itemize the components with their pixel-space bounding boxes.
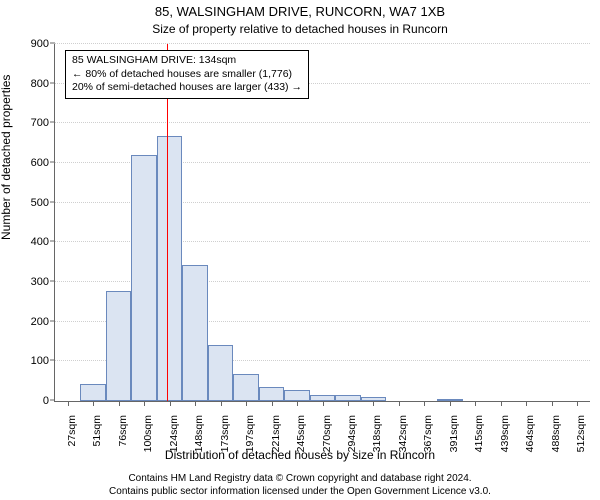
ytick-mark: [50, 201, 55, 202]
y-axis-label: Number of detached properties: [0, 75, 13, 240]
ytick-label: 500: [31, 197, 49, 209]
ytick-label: 400: [31, 236, 49, 248]
histogram-bar: [106, 291, 131, 401]
ytick-mark: [50, 320, 55, 321]
xtick-mark: [170, 401, 171, 406]
xtick-mark: [475, 401, 476, 406]
ytick-mark: [50, 400, 55, 401]
histogram-bar: [284, 390, 309, 401]
ytick-label: 200: [31, 316, 49, 328]
gridline: [55, 122, 590, 123]
ytick-label: 900: [31, 38, 49, 50]
xtick-mark: [246, 401, 247, 406]
annotation-line: 85 WALSINGHAM DRIVE: 134sqm: [72, 54, 302, 68]
xtick-mark: [424, 401, 425, 406]
xtick-mark: [373, 401, 374, 406]
xtick-mark: [501, 401, 502, 406]
xtick-mark: [552, 401, 553, 406]
xtick-mark: [577, 401, 578, 406]
ytick-label: 300: [31, 276, 49, 288]
ytick-mark: [50, 43, 55, 44]
ytick-mark: [50, 241, 55, 242]
chart-title: 85, WALSINGHAM DRIVE, RUNCORN, WA7 1XB: [0, 4, 600, 19]
ytick-label: 600: [31, 157, 49, 169]
xtick-mark: [119, 401, 120, 406]
ytick-label: 700: [31, 117, 49, 129]
histogram-bar: [157, 136, 182, 401]
footer-line: Contains HM Land Registry data © Crown c…: [0, 473, 600, 486]
xtick-mark: [297, 401, 298, 406]
xtick-mark: [93, 401, 94, 406]
annotation-line: ← 80% of detached houses are smaller (1,…: [72, 68, 302, 82]
plot-area: 010020030040050060070080090027sqm51sqm76…: [54, 44, 590, 402]
footer-line: Contains public sector information licen…: [0, 486, 600, 499]
xtick-mark: [399, 401, 400, 406]
ytick-mark: [50, 82, 55, 83]
histogram-bar: [208, 345, 233, 401]
ytick-mark: [50, 162, 55, 163]
xtick-mark: [348, 401, 349, 406]
ytick-mark: [50, 360, 55, 361]
annotation-line: 20% of semi-detached houses are larger (…: [72, 81, 302, 95]
histogram-bar: [80, 384, 105, 401]
xtick-mark: [526, 401, 527, 406]
attribution-footer: Contains HM Land Registry data © Crown c…: [0, 473, 600, 498]
ytick-mark: [50, 281, 55, 282]
ytick-label: 800: [31, 78, 49, 90]
ytick-label: 0: [43, 395, 49, 407]
xtick-mark: [195, 401, 196, 406]
annotation-box: 85 WALSINGHAM DRIVE: 134sqm ← 80% of det…: [65, 50, 309, 99]
gridline: [55, 43, 590, 44]
chart-container: 85, WALSINGHAM DRIVE, RUNCORN, WA7 1XB S…: [0, 0, 600, 500]
xtick-mark: [272, 401, 273, 406]
ytick-mark: [50, 122, 55, 123]
x-axis-label: Distribution of detached houses by size …: [0, 448, 600, 462]
histogram-bar: [182, 265, 207, 401]
xtick-mark: [450, 401, 451, 406]
xtick-mark: [144, 401, 145, 406]
chart-subtitle: Size of property relative to detached ho…: [0, 22, 600, 36]
ytick-label: 100: [31, 355, 49, 367]
xtick-mark: [323, 401, 324, 406]
xtick-mark: [68, 401, 69, 406]
histogram-bar: [131, 155, 156, 401]
xtick-mark: [221, 401, 222, 406]
histogram-bar: [233, 374, 258, 401]
histogram-bar: [259, 387, 284, 401]
